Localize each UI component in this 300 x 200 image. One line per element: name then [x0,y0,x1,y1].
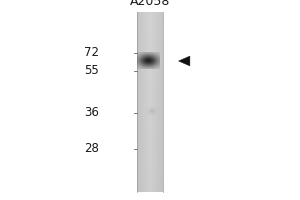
Text: 28: 28 [84,142,99,156]
Polygon shape [178,56,190,66]
Text: 55: 55 [84,64,99,77]
Text: 72: 72 [84,46,99,60]
Text: A2058: A2058 [130,0,170,8]
Text: 36: 36 [84,106,99,119]
